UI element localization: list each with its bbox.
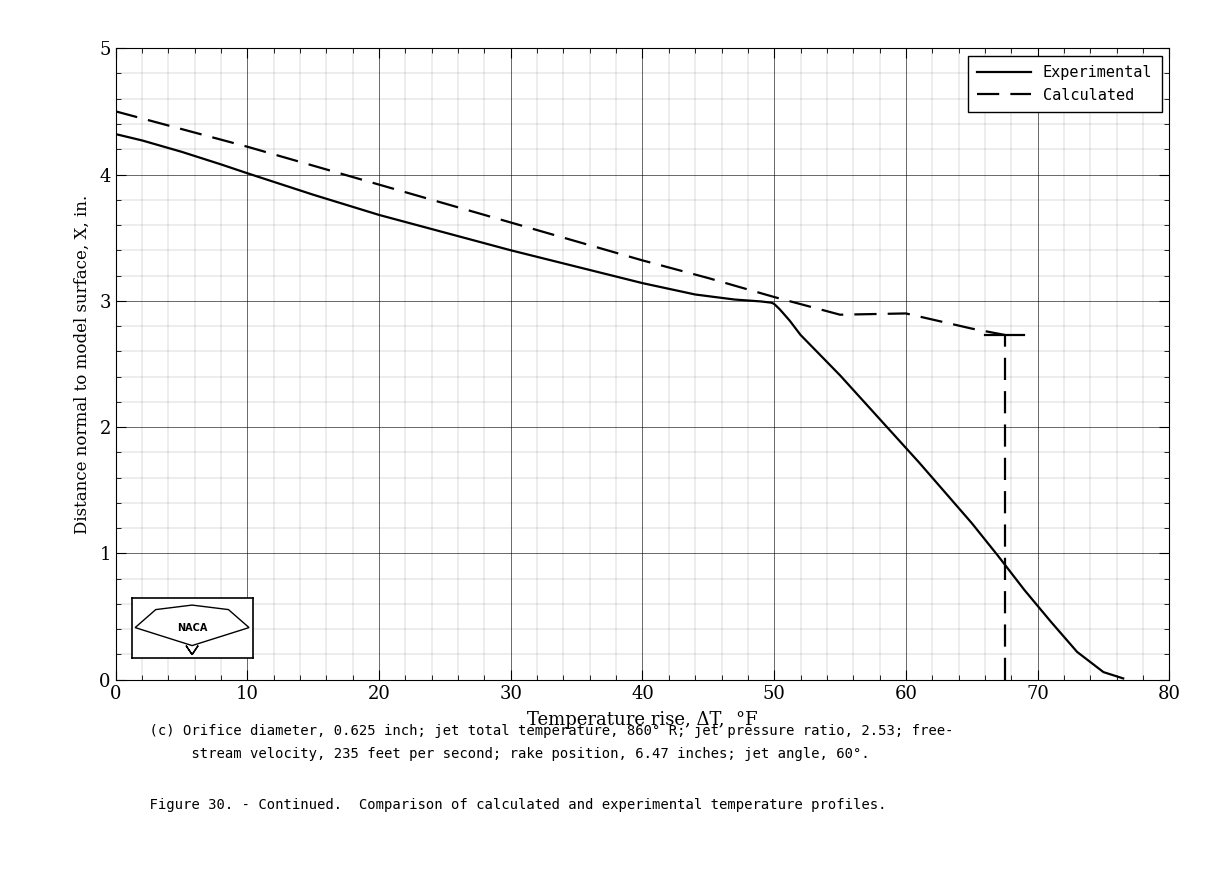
X-axis label: Temperature rise, ΔT,  °F: Temperature rise, ΔT, °F: [527, 711, 758, 729]
Text: (c) Orifice diameter, 0.625 inch; jet total temperature, 860° R; jet pressure ra: (c) Orifice diameter, 0.625 inch; jet to…: [116, 724, 954, 738]
Y-axis label: Distance normal to model surface, X, in.: Distance normal to model surface, X, in.: [74, 195, 91, 533]
Text: Figure 30. - Continued.  Comparison of calculated and experimental temperature p: Figure 30. - Continued. Comparison of ca…: [116, 798, 887, 812]
Legend: Experimental, Calculated: Experimental, Calculated: [968, 56, 1162, 112]
Text: stream velocity, 235 feet per second; rake position, 6.47 inches; jet angle, 60°: stream velocity, 235 feet per second; ra…: [116, 747, 870, 761]
